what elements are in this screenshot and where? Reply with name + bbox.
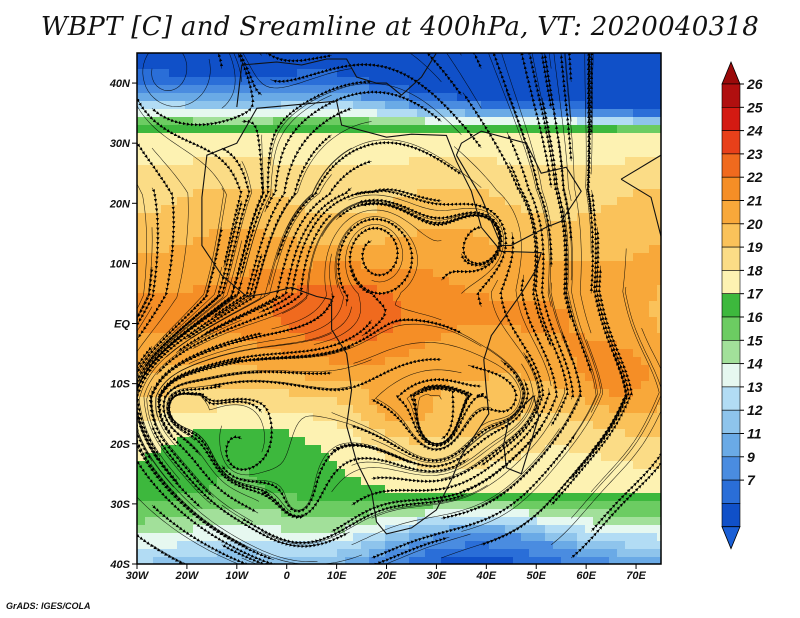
colorbar-lower-arrow (721, 526, 741, 550)
latitude-axis: 40N 30N 20N 10N EQ 10S 20S 30S 40S (109, 78, 137, 571)
colorbar-label: 26 (746, 76, 763, 92)
colorbar-label: 20 (746, 216, 763, 232)
streamline (395, 377, 490, 448)
streamline (586, 53, 593, 215)
colorbar-swatch (721, 246, 741, 271)
colorbar-swatch (721, 270, 741, 294)
colorbar-swatch (721, 223, 741, 248)
colorbar-swatch (721, 293, 741, 318)
colorbar-label: 23 (746, 146, 763, 162)
colorbar-swatch (721, 456, 741, 481)
colorbar-swatch (721, 339, 741, 364)
streamlines (122, 53, 661, 564)
streamline (469, 53, 482, 69)
coastline (503, 395, 540, 475)
streamline (548, 53, 552, 69)
lon-tick-label: 0 (284, 570, 291, 582)
colorbar-upper-arrow (721, 60, 741, 85)
colorbar-swatch (721, 363, 741, 388)
lat-tick-label: 10N (110, 258, 131, 270)
colorbar-label: 7 (747, 472, 756, 488)
streamline (584, 53, 592, 254)
lon-tick-label: 30W (126, 570, 150, 582)
colorbar-swatch (721, 433, 741, 458)
lat-tick-label: 20S (109, 439, 130, 451)
lon-tick-label: 40E (476, 570, 497, 582)
longitude-axis: 30W 20W 10W 0 10E 20E 30E 40E 50E 60E 70E (126, 564, 646, 582)
lon-tick-label: 20W (175, 570, 200, 582)
colorbar-label: 17 (747, 286, 764, 302)
streamline (538, 53, 553, 109)
streamline (590, 53, 593, 96)
streamline (558, 53, 573, 162)
streamline (251, 53, 332, 63)
lat-tick-label: 40S (109, 559, 130, 571)
streamline (137, 57, 243, 268)
colorbar-swatch (721, 176, 741, 201)
streamline (123, 333, 133, 349)
streamline (590, 189, 628, 453)
colorbar-label: 15 (747, 332, 763, 348)
lat-tick-label: 40N (109, 78, 131, 90)
map-title: WBPT [C] and Sreamline at 400hPa, VT: 20… (40, 12, 760, 42)
coastline (236, 53, 462, 108)
colorbar-label: 22 (746, 169, 763, 185)
lat-tick-label: 30N (110, 138, 131, 150)
lat-tick-label: 30S (110, 499, 130, 511)
colorbar-label: 24 (746, 123, 763, 139)
colorbar-label: 19 (747, 239, 763, 255)
credit-text: GrADS: IGES/COLA (6, 601, 91, 611)
streamline (590, 433, 661, 532)
colorbar-label: 18 (747, 262, 763, 278)
streamline (242, 53, 352, 89)
streamline (270, 62, 482, 149)
colorbar-label: 16 (747, 309, 763, 325)
coastline (455, 130, 582, 246)
lon-tick-label: 50E (526, 570, 546, 582)
colorbar-swatch (721, 386, 741, 411)
colorbar-swatch (721, 83, 741, 108)
coastline (201, 100, 542, 535)
streamline (518, 53, 553, 188)
colorbar-swatch (721, 130, 741, 155)
colorbar-swatch (721, 316, 741, 341)
colorbar-label: 11 (747, 426, 762, 442)
lon-tick-label: 30E (427, 570, 447, 582)
colorbar-label: 9 (747, 449, 755, 465)
streamline (411, 53, 462, 96)
colorbar-label: 21 (746, 193, 763, 209)
lon-tick-label: 20E (376, 570, 397, 582)
lon-tick-label: 70E (626, 570, 646, 582)
colorbar-swatch (721, 479, 741, 504)
streamline (122, 294, 132, 320)
colorbar: 26 25 24 23 22 21 20 19 18 17 16 15 14 13 12 11 9 7 (721, 60, 764, 550)
lon-tick-label: 10E (327, 570, 347, 582)
colorbar-swatch (721, 503, 741, 527)
colorbar-swatch (721, 409, 741, 434)
lat-tick-label: 10S (110, 379, 130, 391)
lon-tick-label: 60E (576, 570, 596, 582)
lon-tick-label: 10W (225, 570, 249, 582)
colorbar-swatch (721, 107, 741, 131)
streamline (567, 53, 573, 82)
map-frame (136, 52, 662, 565)
lat-tick-label: 20N (109, 198, 131, 210)
streamline (239, 80, 372, 278)
coastline (620, 154, 661, 239)
colorbar-swatch (721, 200, 741, 225)
streamline (409, 53, 442, 83)
colorbar-label: 13 (747, 379, 763, 395)
colorbar-swatch (721, 153, 741, 178)
lat-tick-label: EQ (114, 319, 130, 331)
colorbar-label: 12 (747, 402, 763, 418)
colorbar-label: 25 (746, 99, 763, 115)
colorbar-label: 14 (747, 356, 763, 372)
coastlines (201, 53, 661, 535)
